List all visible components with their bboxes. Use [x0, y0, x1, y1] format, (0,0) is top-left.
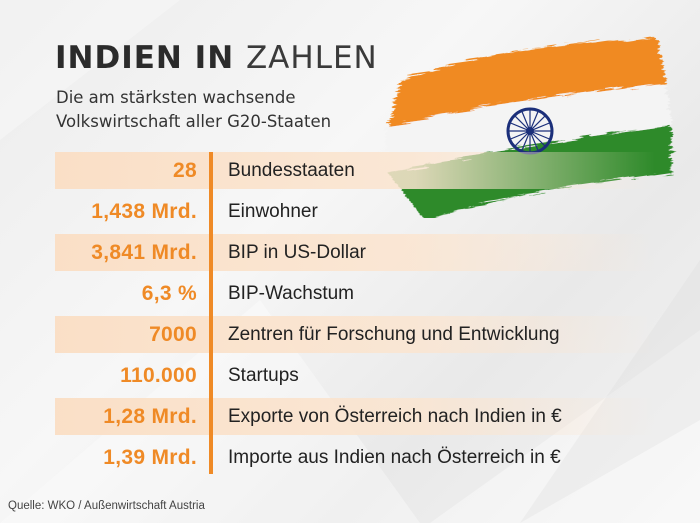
- title-light: ZAHLEN: [245, 40, 378, 76]
- fact-row-5: 7000 Zentren für Forschung und Entwicklu…: [55, 314, 655, 355]
- fact-value: 110.000: [120, 363, 197, 387]
- fact-value: 7000: [149, 322, 197, 346]
- page-title: INDIEN IN ZAHLEN: [55, 40, 378, 76]
- title-bold: INDIEN IN: [55, 40, 235, 76]
- fact-row-6: 110.000 Startups: [55, 355, 655, 396]
- ashoka-chakra-icon: [506, 107, 554, 155]
- facts-table: 28 Bundesstaaten 1,438 Mrd. Einwohner 3,…: [55, 150, 655, 478]
- fact-label: BIP-Wachstum: [228, 282, 354, 304]
- source-note: Quelle: WKO / Außenwirtschaft Austria: [8, 500, 205, 512]
- fact-label: Importe aus Indien nach Österreich in €: [228, 446, 561, 468]
- row-band: [55, 398, 655, 435]
- subtitle: Die am stärksten wachsende Volkswirtscha…: [56, 86, 386, 134]
- row-band: [55, 234, 655, 271]
- orange-divider: [209, 152, 213, 474]
- fact-value: 1,28 Mrd.: [103, 404, 197, 428]
- fact-label: Exporte von Österreich nach Indien in €: [228, 405, 562, 427]
- fact-row-3: 3,841 Mrd. BIP in US-Dollar: [55, 232, 655, 273]
- subtitle-line-2: Volkswirtschaft aller G20-Staaten: [56, 112, 332, 131]
- fact-label: Startups: [228, 364, 299, 386]
- fact-row-1: 28 Bundesstaaten: [55, 150, 655, 191]
- fact-value: 1,438 Mrd.: [91, 199, 197, 223]
- fact-value: 6,3 %: [141, 281, 197, 305]
- fact-label: Einwohner: [228, 200, 318, 222]
- row-band: [55, 152, 655, 189]
- fact-label: Bundesstaaten: [228, 159, 355, 181]
- fact-value: 3,841 Mrd.: [91, 240, 197, 264]
- fact-value: 28: [173, 158, 197, 182]
- fact-row-7: 1,28 Mrd. Exporte von Österreich nach In…: [55, 396, 655, 437]
- fact-row-4: 6,3 % BIP-Wachstum: [55, 273, 655, 314]
- fact-label: BIP in US-Dollar: [228, 241, 366, 263]
- row-band: [55, 316, 655, 353]
- fact-row-8: 1,39 Mrd. Importe aus Indien nach Österr…: [55, 437, 655, 478]
- fact-row-2: 1,438 Mrd. Einwohner: [55, 191, 655, 232]
- subtitle-line-1: Die am stärksten wachsende: [56, 88, 296, 107]
- fact-label: Zentren für Forschung und Entwicklung: [228, 323, 560, 345]
- fact-value: 1,39 Mrd.: [103, 445, 197, 469]
